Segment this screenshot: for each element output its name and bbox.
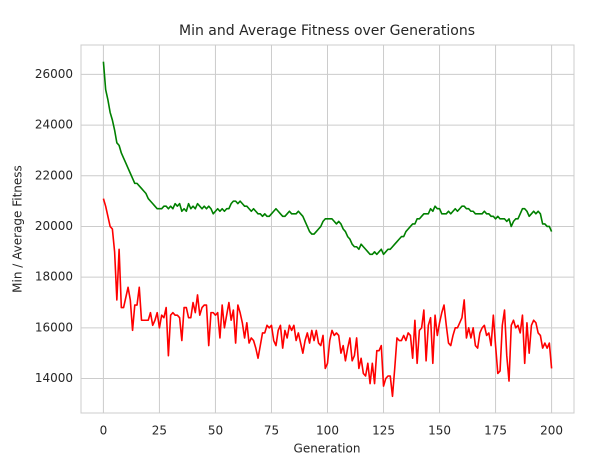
line-series <box>102 61 553 256</box>
y-tick-label: 22000 <box>35 168 73 182</box>
x-tick-label: 75 <box>264 424 279 438</box>
y-tick-label: 18000 <box>35 270 73 284</box>
y-tick-label: 14000 <box>35 371 73 385</box>
y-tick-label: 26000 <box>35 67 73 81</box>
x-tick-label: 200 <box>540 424 563 438</box>
x-tick-label: 150 <box>428 424 451 438</box>
y-axis-label: Min / Average Fitness <box>11 165 25 293</box>
y-tick-label: 20000 <box>35 219 73 233</box>
x-axis-label: Generation <box>294 442 361 456</box>
line-series <box>102 198 553 398</box>
x-tick-label: 100 <box>316 424 339 438</box>
plot-frame <box>80 44 575 414</box>
x-tick-label: 25 <box>152 424 167 438</box>
y-tick-label: 24000 <box>35 118 73 132</box>
y-tick-label: 16000 <box>35 320 73 334</box>
x-tick-label: 175 <box>484 424 507 438</box>
chart-title: Min and Average Fitness over Generations <box>179 23 475 39</box>
x-tick-label: 125 <box>372 424 395 438</box>
x-tick-label: 0 <box>100 424 108 438</box>
x-tick-label: 50 <box>208 424 223 438</box>
